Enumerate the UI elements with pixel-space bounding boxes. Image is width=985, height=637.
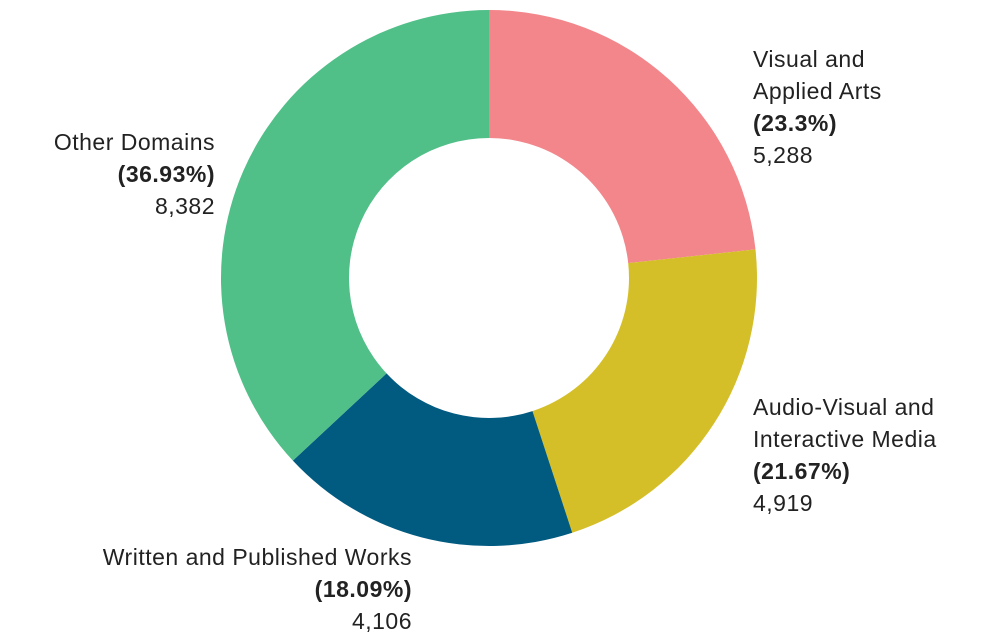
percentage-label: (21.67%) <box>753 458 851 484</box>
category-label: Written and Published Works <box>102 544 412 570</box>
slice <box>292 373 573 546</box>
value-label: 4,919 <box>753 490 814 516</box>
percentage-label: (23.3%) <box>753 110 838 136</box>
slice-label: Written and Published Works (18.09%) 4,106 <box>0 541 412 637</box>
slice <box>532 249 757 533</box>
slice-label: Other Domains (36.93%) 8,382 <box>0 126 215 222</box>
percentage-label: (36.93%) <box>117 161 215 187</box>
value-label: 5,288 <box>753 142 814 168</box>
slice <box>489 10 756 264</box>
slice-label: Audio-Visual and Interactive Media (21.67… <box>753 391 985 519</box>
slice <box>221 10 489 461</box>
percentage-label: (18.09%) <box>314 576 412 602</box>
value-label: 4,106 <box>351 608 412 634</box>
category-label: Audio-Visual and Interactive Media <box>753 394 937 452</box>
category-label: Visual and Applied Arts <box>753 46 882 104</box>
value-label: 8,382 <box>154 193 215 219</box>
category-label: Other Domains <box>53 129 215 155</box>
slice-label: Visual and Applied Arts (23.3%) 5,288 <box>753 43 943 171</box>
